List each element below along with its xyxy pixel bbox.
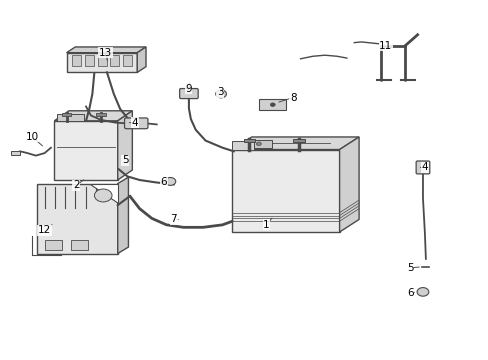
Polygon shape [66,47,146,53]
Bar [123,55,132,67]
Text: 13: 13 [99,48,112,58]
Text: 3: 3 [216,87,223,97]
Circle shape [416,288,428,296]
Bar [96,113,105,116]
Text: 7: 7 [170,215,177,224]
Text: 6: 6 [161,177,167,187]
Circle shape [94,189,112,202]
Bar [11,150,20,155]
Polygon shape [118,177,128,253]
Bar [72,55,81,67]
Bar [259,99,285,110]
Bar [61,113,71,116]
Bar [232,149,339,232]
Text: 6: 6 [406,288,413,298]
Circle shape [270,103,275,107]
Circle shape [164,177,175,185]
Text: 5: 5 [406,263,413,273]
Polygon shape [54,111,132,121]
Circle shape [256,142,261,145]
Polygon shape [232,137,358,149]
Bar [110,55,119,67]
Text: 4: 4 [421,162,427,172]
Text: 8: 8 [289,93,296,103]
Circle shape [215,90,226,98]
Bar [66,53,137,72]
Text: 4: 4 [131,118,138,128]
Polygon shape [339,137,358,232]
Bar [57,114,83,121]
Bar [244,140,271,148]
Polygon shape [137,47,146,72]
Text: 5: 5 [122,155,128,165]
Bar [44,240,61,250]
Bar [85,55,94,67]
Bar [98,55,106,67]
FancyBboxPatch shape [415,161,429,174]
FancyBboxPatch shape [124,118,148,129]
Bar [292,139,304,142]
Text: 12: 12 [38,225,51,235]
Bar [231,141,253,150]
Bar [54,121,118,180]
Polygon shape [89,184,118,203]
Text: 9: 9 [185,84,191,94]
Bar [71,240,88,250]
Text: 2: 2 [73,180,80,190]
Text: 1: 1 [263,220,269,230]
Bar [37,184,118,253]
Text: 10: 10 [26,132,39,142]
Text: 11: 11 [379,41,392,50]
Polygon shape [118,111,132,180]
FancyBboxPatch shape [179,89,198,99]
Bar [243,139,255,142]
